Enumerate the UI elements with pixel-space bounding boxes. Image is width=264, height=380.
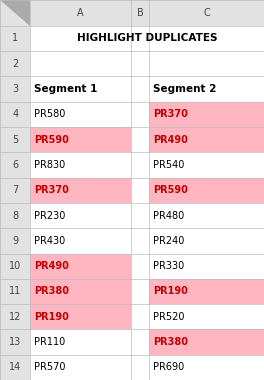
Text: B: B [136,8,143,18]
Bar [0,127,30,152]
Text: A: A [77,8,84,18]
Text: PR590: PR590 [153,185,188,195]
Text: 2: 2 [12,59,18,69]
Bar [30,127,131,152]
Text: 9: 9 [12,236,18,246]
Text: 7: 7 [12,185,18,195]
Bar [0,0,264,26]
Bar [0,152,30,177]
Text: PR190: PR190 [34,312,69,322]
Bar [0,279,30,304]
Text: 5: 5 [12,135,18,145]
Bar [0,355,30,380]
Bar [0,203,30,228]
Text: 14: 14 [9,363,21,372]
Text: PR240: PR240 [153,236,185,246]
Text: Segment 2: Segment 2 [153,84,216,94]
Text: PR690: PR690 [153,363,184,372]
Bar [30,253,131,279]
Text: Segment 1: Segment 1 [34,84,98,94]
Text: PR430: PR430 [34,236,65,246]
Text: PR370: PR370 [34,185,69,195]
Bar [0,51,30,76]
Text: PR590: PR590 [34,135,69,145]
Text: PR230: PR230 [34,211,66,220]
Bar [149,177,264,203]
Bar [30,177,131,203]
Text: PR380: PR380 [34,287,69,296]
Text: PR190: PR190 [153,287,188,296]
Bar [0,329,30,355]
Bar [149,102,264,127]
Polygon shape [0,0,30,26]
Bar [149,127,264,152]
Bar [0,228,30,253]
Bar [0,177,30,203]
Bar [0,253,30,279]
Text: PR520: PR520 [153,312,185,322]
Text: 1: 1 [12,33,18,43]
Bar [149,279,264,304]
Bar [0,304,30,329]
Text: 3: 3 [12,84,18,94]
Text: PR540: PR540 [153,160,185,170]
Text: 12: 12 [9,312,21,322]
Text: 8: 8 [12,211,18,220]
Text: PR490: PR490 [153,135,188,145]
Text: 11: 11 [9,287,21,296]
Text: 6: 6 [12,160,18,170]
Text: PR480: PR480 [153,211,184,220]
Text: 4: 4 [12,109,18,119]
Bar [0,26,30,51]
Text: PR830: PR830 [34,160,65,170]
Text: HIGHLIGHT DUPLICATES: HIGHLIGHT DUPLICATES [77,33,218,43]
Text: PR380: PR380 [153,337,188,347]
Text: PR490: PR490 [34,261,69,271]
Bar [149,329,264,355]
Bar [30,279,131,304]
Text: PR110: PR110 [34,337,65,347]
Text: C: C [203,8,210,18]
Bar [0,102,30,127]
Text: PR330: PR330 [153,261,184,271]
Text: PR580: PR580 [34,109,66,119]
Bar [30,304,131,329]
Text: 10: 10 [9,261,21,271]
Text: 13: 13 [9,337,21,347]
Text: PR570: PR570 [34,363,66,372]
Text: PR370: PR370 [153,109,188,119]
Bar [0,76,30,102]
